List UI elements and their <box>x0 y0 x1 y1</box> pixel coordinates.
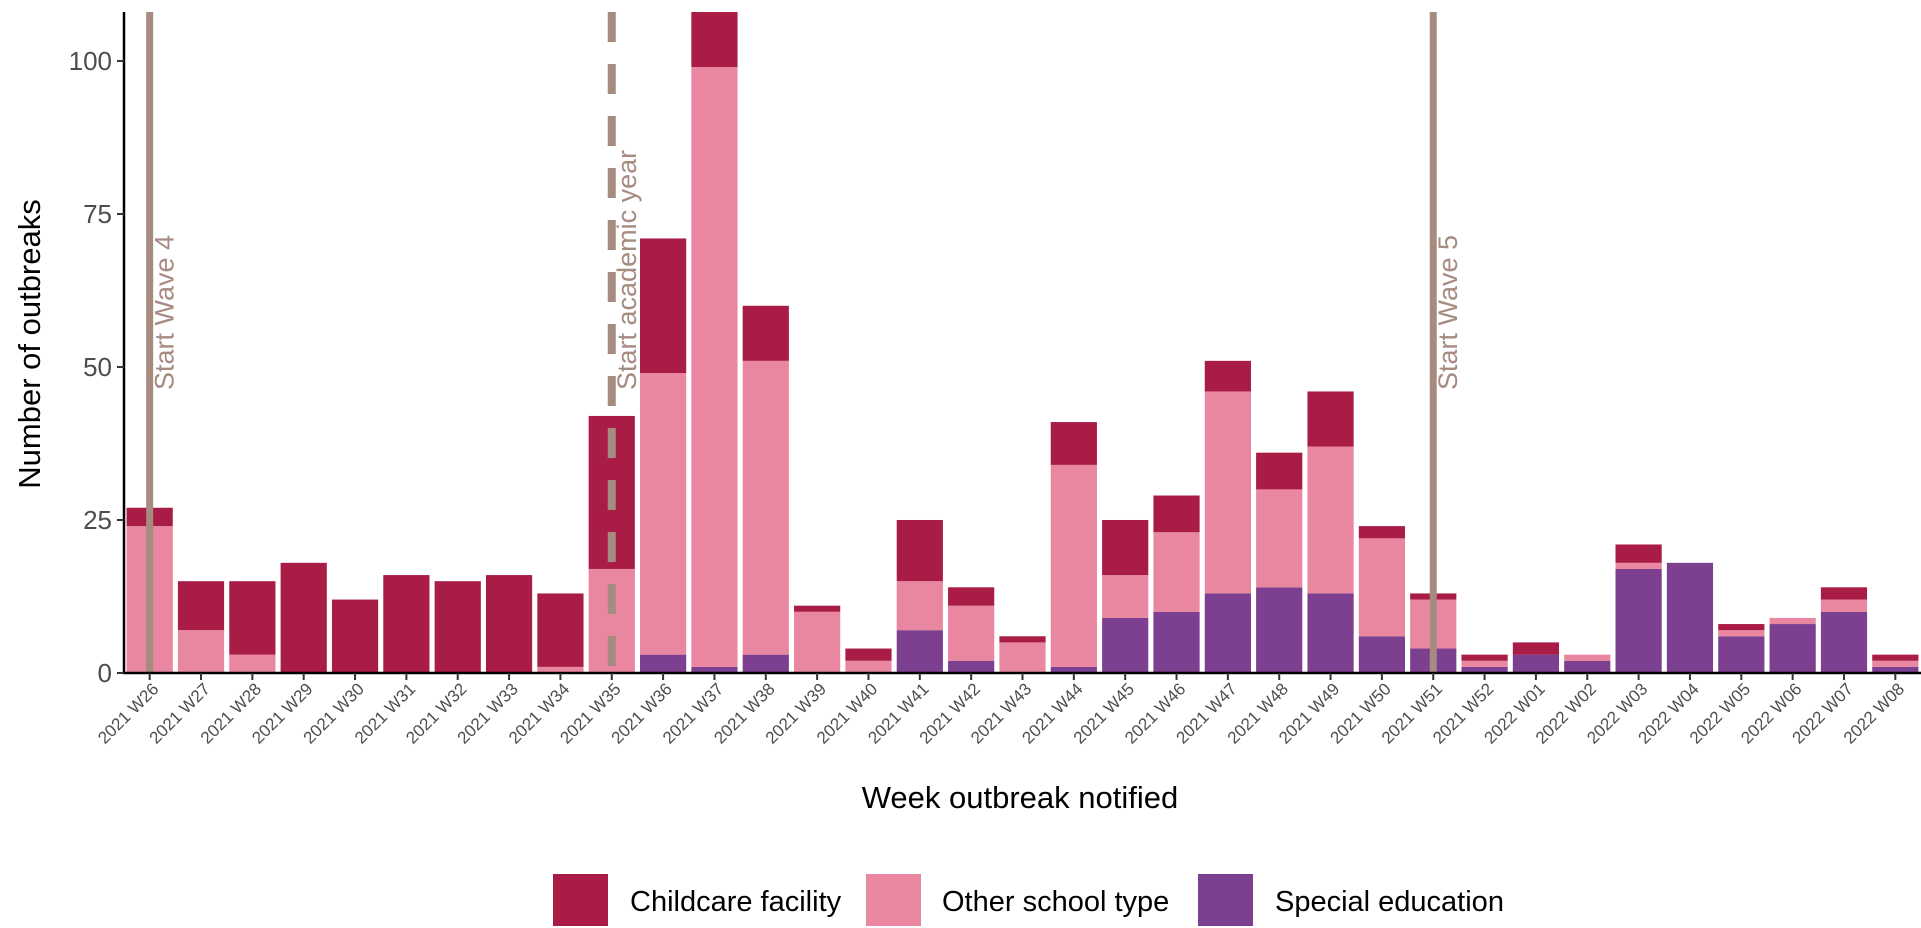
legend-key <box>1198 874 1253 926</box>
bar-segment <box>999 636 1046 643</box>
bar-segment <box>1153 532 1200 612</box>
legend-label: Other school type <box>942 886 1169 918</box>
bar-segment <box>1256 587 1303 673</box>
bar-segment <box>640 238 687 374</box>
bar-segment <box>742 360 789 655</box>
bar-segment <box>948 587 995 606</box>
bar-segment <box>1461 666 1508 673</box>
bar-segment <box>742 305 789 361</box>
bar-segment <box>485 575 533 673</box>
legend: Childcare facility Other school type Speci… <box>553 874 1504 926</box>
bar-segment <box>896 581 943 631</box>
bar-segment <box>1512 654 1560 673</box>
bar-segment <box>691 67 738 667</box>
y-tick-label: 75 <box>83 199 112 229</box>
bar-segment <box>1615 562 1662 569</box>
bar-segment <box>1615 568 1662 673</box>
bar-segment <box>1461 660 1508 667</box>
bar-segment <box>280 562 327 673</box>
bar-segment <box>1718 630 1765 637</box>
legend-label: Special education <box>1275 886 1504 918</box>
reference-line-label: Start Wave 5 <box>1433 235 1463 390</box>
bar-segment <box>1666 562 1714 673</box>
bar-segment <box>1820 611 1868 673</box>
bar-segment <box>1102 575 1149 618</box>
reference-lines-layer: Start Wave 4 Start academic year Start Wav… <box>146 12 1463 673</box>
bar-segment <box>845 648 892 661</box>
bar-segment <box>691 12 738 68</box>
bar-segment <box>1204 391 1251 594</box>
legend-label: Childcare facility <box>630 886 842 918</box>
x-axis-title: Week outbreak notified <box>862 780 1179 815</box>
y-axis-ticks: 0 25 50 75 100 <box>69 46 124 688</box>
bar-segment <box>1872 660 1919 667</box>
bar-segment <box>1769 617 1816 625</box>
y-tick-label: 50 <box>83 352 112 382</box>
bar-segment <box>640 373 687 655</box>
bar-segment <box>1358 636 1406 673</box>
bar-segment <box>1050 464 1097 667</box>
bar-segment <box>1102 617 1149 673</box>
bar-segment <box>1769 624 1816 673</box>
y-tick-label: 0 <box>98 658 112 688</box>
bar-segment <box>794 605 841 612</box>
bar-segment <box>1564 654 1611 661</box>
bar-segment <box>1256 452 1303 490</box>
bar-segment <box>1307 446 1354 594</box>
bar-segment <box>1872 654 1919 661</box>
bar-segment <box>896 519 943 582</box>
legend-key <box>553 874 608 926</box>
bar-segment <box>434 581 481 673</box>
bar-segment <box>1050 666 1097 673</box>
bar-segment <box>1718 624 1765 631</box>
bar-segment <box>229 581 276 655</box>
bar-segment <box>1872 666 1919 673</box>
bar-segment <box>948 660 995 673</box>
bar-segment <box>1512 642 1560 655</box>
y-tick-label: 100 <box>69 46 112 76</box>
bar-segment <box>1102 519 1149 576</box>
bar-segment <box>1050 422 1097 465</box>
bar-segment <box>1358 526 1406 539</box>
bar-segment <box>640 654 687 673</box>
bar-segment <box>177 581 225 631</box>
bar-segment <box>1820 599 1868 612</box>
reference-line-label: Start academic year <box>612 150 642 390</box>
bar-segment <box>1307 391 1354 447</box>
bar-segment <box>1204 360 1251 392</box>
bar-segment <box>1153 611 1200 673</box>
bar-segment <box>537 593 584 667</box>
y-tick-label: 25 <box>83 505 112 535</box>
bar-segment <box>1256 489 1303 588</box>
bar-segment <box>1820 587 1868 600</box>
bar-segment <box>1153 495 1200 533</box>
reference-line-label: Start Wave 4 <box>150 235 180 390</box>
bar-segment <box>331 599 379 673</box>
bar-segment <box>1564 660 1611 673</box>
bar-segment <box>794 611 841 673</box>
bar-segment <box>383 575 430 673</box>
bar-segment <box>742 654 789 673</box>
bar-segment <box>1718 636 1765 673</box>
y-axis-title: Number of outbreaks <box>12 199 47 488</box>
bar-segment <box>1204 593 1251 673</box>
bar-segment <box>1461 654 1508 661</box>
bar-segment <box>177 630 225 673</box>
bar-segment <box>948 605 995 661</box>
bar-segment <box>229 654 276 673</box>
bar-segment <box>1307 593 1354 673</box>
bars-layer <box>126 12 1919 673</box>
bar-segment <box>1358 538 1406 637</box>
bar-segment <box>845 660 892 673</box>
bar-segment <box>1615 544 1662 563</box>
bar-segment <box>896 630 943 673</box>
bar-segment <box>999 642 1046 673</box>
bar-segment <box>537 666 584 673</box>
legend-key <box>866 874 921 926</box>
bar-segment <box>691 666 738 673</box>
